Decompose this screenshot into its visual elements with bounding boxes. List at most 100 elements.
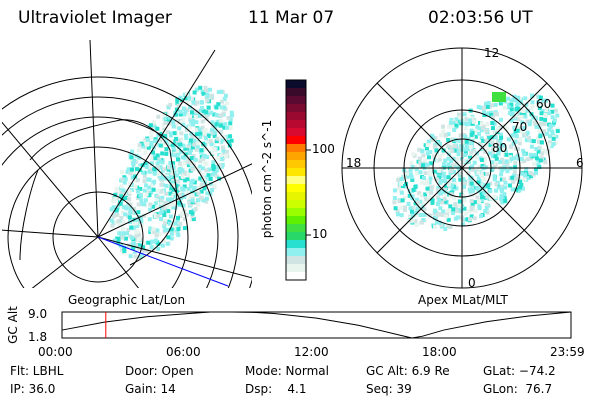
emission-pixel (469, 198, 474, 203)
emission-pixel (137, 155, 142, 160)
emission-pixel (119, 190, 124, 195)
emission-pixel (178, 112, 183, 117)
emission-pixel (414, 210, 419, 215)
emission-pixel (481, 106, 486, 111)
emission-pixel (123, 236, 128, 241)
emission-pixel (472, 200, 477, 205)
emission-pixel (181, 122, 186, 127)
emission-pixel (551, 122, 556, 127)
emission-pixel (537, 106, 542, 111)
emission-pixel (457, 199, 462, 204)
emission-pixel (458, 115, 463, 120)
emission-pixel (191, 118, 196, 123)
emission-pixel (198, 159, 203, 164)
emission-pixel (506, 96, 511, 101)
emission-pixel (147, 177, 152, 182)
emission-pixel (425, 186, 430, 191)
x-tick-3: 18:00 (422, 345, 457, 359)
emission-pixel (190, 198, 195, 203)
emission-pixel (453, 163, 458, 168)
emission-pixel (469, 205, 474, 210)
emission-pixel (182, 217, 187, 222)
emission-pixel (461, 193, 466, 198)
emission-pixel (408, 168, 413, 173)
emission-pixel (222, 96, 227, 101)
emission-pixel (439, 178, 444, 183)
emission-pixel (130, 167, 135, 172)
emission-pixel (468, 217, 473, 222)
emission-pixel (198, 176, 203, 181)
emission-pixel (124, 196, 129, 201)
emission-pixel (393, 206, 398, 211)
emission-pixel (175, 179, 180, 184)
emission-pixel (429, 137, 434, 142)
emission-pixel (490, 140, 495, 145)
emission-pixel (479, 105, 484, 110)
emission-pixel (418, 170, 423, 175)
emission-pixel (452, 143, 457, 148)
emission-pixel (190, 196, 195, 201)
emission-pixel (182, 112, 187, 117)
emission-pixel (400, 198, 405, 203)
emission-pixel (410, 177, 415, 182)
emission-pixel (120, 248, 125, 253)
emission-pixel (164, 139, 169, 144)
emission-pixel (410, 165, 415, 170)
emission-pixel (409, 209, 414, 214)
emission-pixel (229, 113, 234, 118)
emission-pixel (541, 109, 546, 114)
emission-pixel (228, 134, 233, 139)
emission-pixel (176, 233, 181, 238)
emission-pixel (477, 199, 482, 204)
emission-pixel (144, 164, 149, 169)
mlat-70-label: 70 (512, 120, 528, 134)
emission-pixel (211, 185, 216, 190)
emission-pixel (203, 128, 208, 133)
emission-pixel (485, 142, 490, 147)
emission-pixel (164, 147, 169, 152)
emission-pixel (180, 186, 185, 191)
emission-pixel (441, 148, 446, 153)
emission-pixel (517, 141, 522, 146)
emission-pixel (503, 180, 508, 185)
emission-pixel (218, 154, 223, 159)
emission-pixel (519, 182, 524, 187)
emission-pixel (479, 213, 484, 218)
emission-pixel (128, 202, 133, 207)
emission-pixel (180, 174, 185, 179)
emission-pixel (201, 157, 206, 162)
emission-pixel (161, 122, 166, 127)
emission-pixel (191, 217, 196, 222)
emission-pixel (467, 187, 472, 192)
emission-pixel (151, 187, 156, 192)
emission-pixel (132, 206, 137, 211)
emission-pixel (510, 187, 515, 192)
emission-pixel (477, 206, 482, 211)
emission-pixel (173, 221, 178, 226)
emission-pixel (184, 128, 189, 133)
emission-pixel (539, 116, 544, 121)
emission-pixel (212, 169, 217, 174)
emission-pixel (141, 248, 146, 253)
emission-pixel (521, 109, 526, 114)
emission-pixel (423, 192, 428, 197)
emission-pixel (484, 101, 489, 106)
emission-pixel (414, 223, 419, 228)
emission-pixel (124, 231, 129, 236)
emission-pixel (536, 139, 541, 144)
emission-pixel (470, 202, 475, 207)
emission-pixel (164, 183, 169, 188)
colorbar-swatch (286, 208, 306, 217)
emission-pixel (467, 209, 472, 214)
colorbar-swatch (286, 120, 306, 129)
emission-pixel (504, 126, 509, 131)
emission-pixel (545, 150, 550, 155)
emission-pixel (193, 207, 198, 212)
emission-pixel (183, 109, 188, 114)
emission-pixel (156, 188, 161, 193)
emission-pixel (527, 135, 532, 140)
emission-pixel (171, 146, 176, 151)
emission-pixel (120, 210, 125, 215)
emission-pixel (199, 127, 204, 132)
emission-pixel (156, 214, 161, 219)
